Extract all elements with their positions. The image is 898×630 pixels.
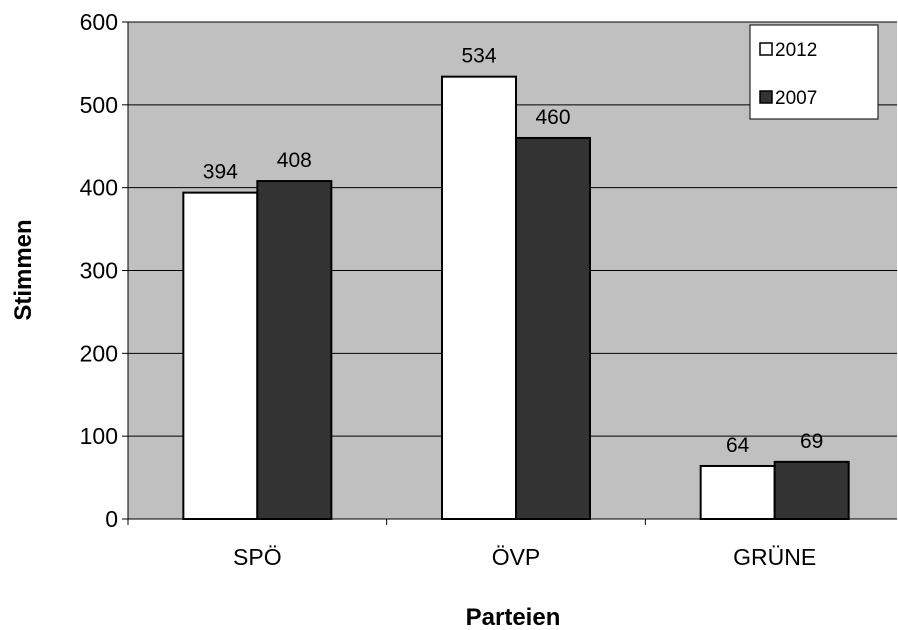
data-label: 64 [726, 434, 750, 457]
y-tick-label: 200 [80, 340, 118, 366]
axes: 0 100 200 300 400 500 600 SPÖ ÖVP GRÜNE [80, 9, 897, 570]
y-tick-label: 400 [80, 175, 118, 201]
bar-2007-ÖVP [515, 136, 591, 520]
y-tick-label: 100 [80, 423, 118, 449]
legend: 2012 2007 [749, 24, 879, 120]
data-label: 394 [203, 161, 238, 184]
y-tick-label: 600 [80, 9, 118, 35]
legend-swatch-2007 [759, 90, 773, 104]
bar-2012-SPÖ [182, 191, 259, 521]
data-label: 460 [535, 106, 570, 129]
data-labels: 394 408 534 460 64 69 [203, 45, 824, 457]
bar-2007-GRÜNE [773, 460, 850, 520]
bar-2007-SPÖ [256, 180, 333, 520]
data-label: 534 [461, 45, 496, 68]
y-tick-label: 500 [80, 92, 118, 118]
bars [182, 75, 850, 521]
y-axis-title: Stimmen [10, 219, 37, 320]
legend-label: 2012 [775, 40, 817, 61]
x-axis-title: Parteien [466, 604, 561, 630]
bar-2012-GRÜNE [699, 464, 776, 520]
x-tick-label: ÖVP [492, 544, 541, 570]
y-tick-label: 0 [105, 506, 118, 532]
x-tick-label: GRÜNE [733, 544, 816, 570]
bar-2012-ÖVP [441, 75, 517, 520]
data-label: 408 [277, 149, 312, 172]
legend-swatch-2012 [759, 42, 773, 56]
y-tick-label: 300 [80, 258, 118, 284]
legend-label: 2007 [775, 88, 817, 109]
data-label: 69 [800, 430, 823, 453]
x-tick-label: SPÖ [233, 544, 282, 570]
